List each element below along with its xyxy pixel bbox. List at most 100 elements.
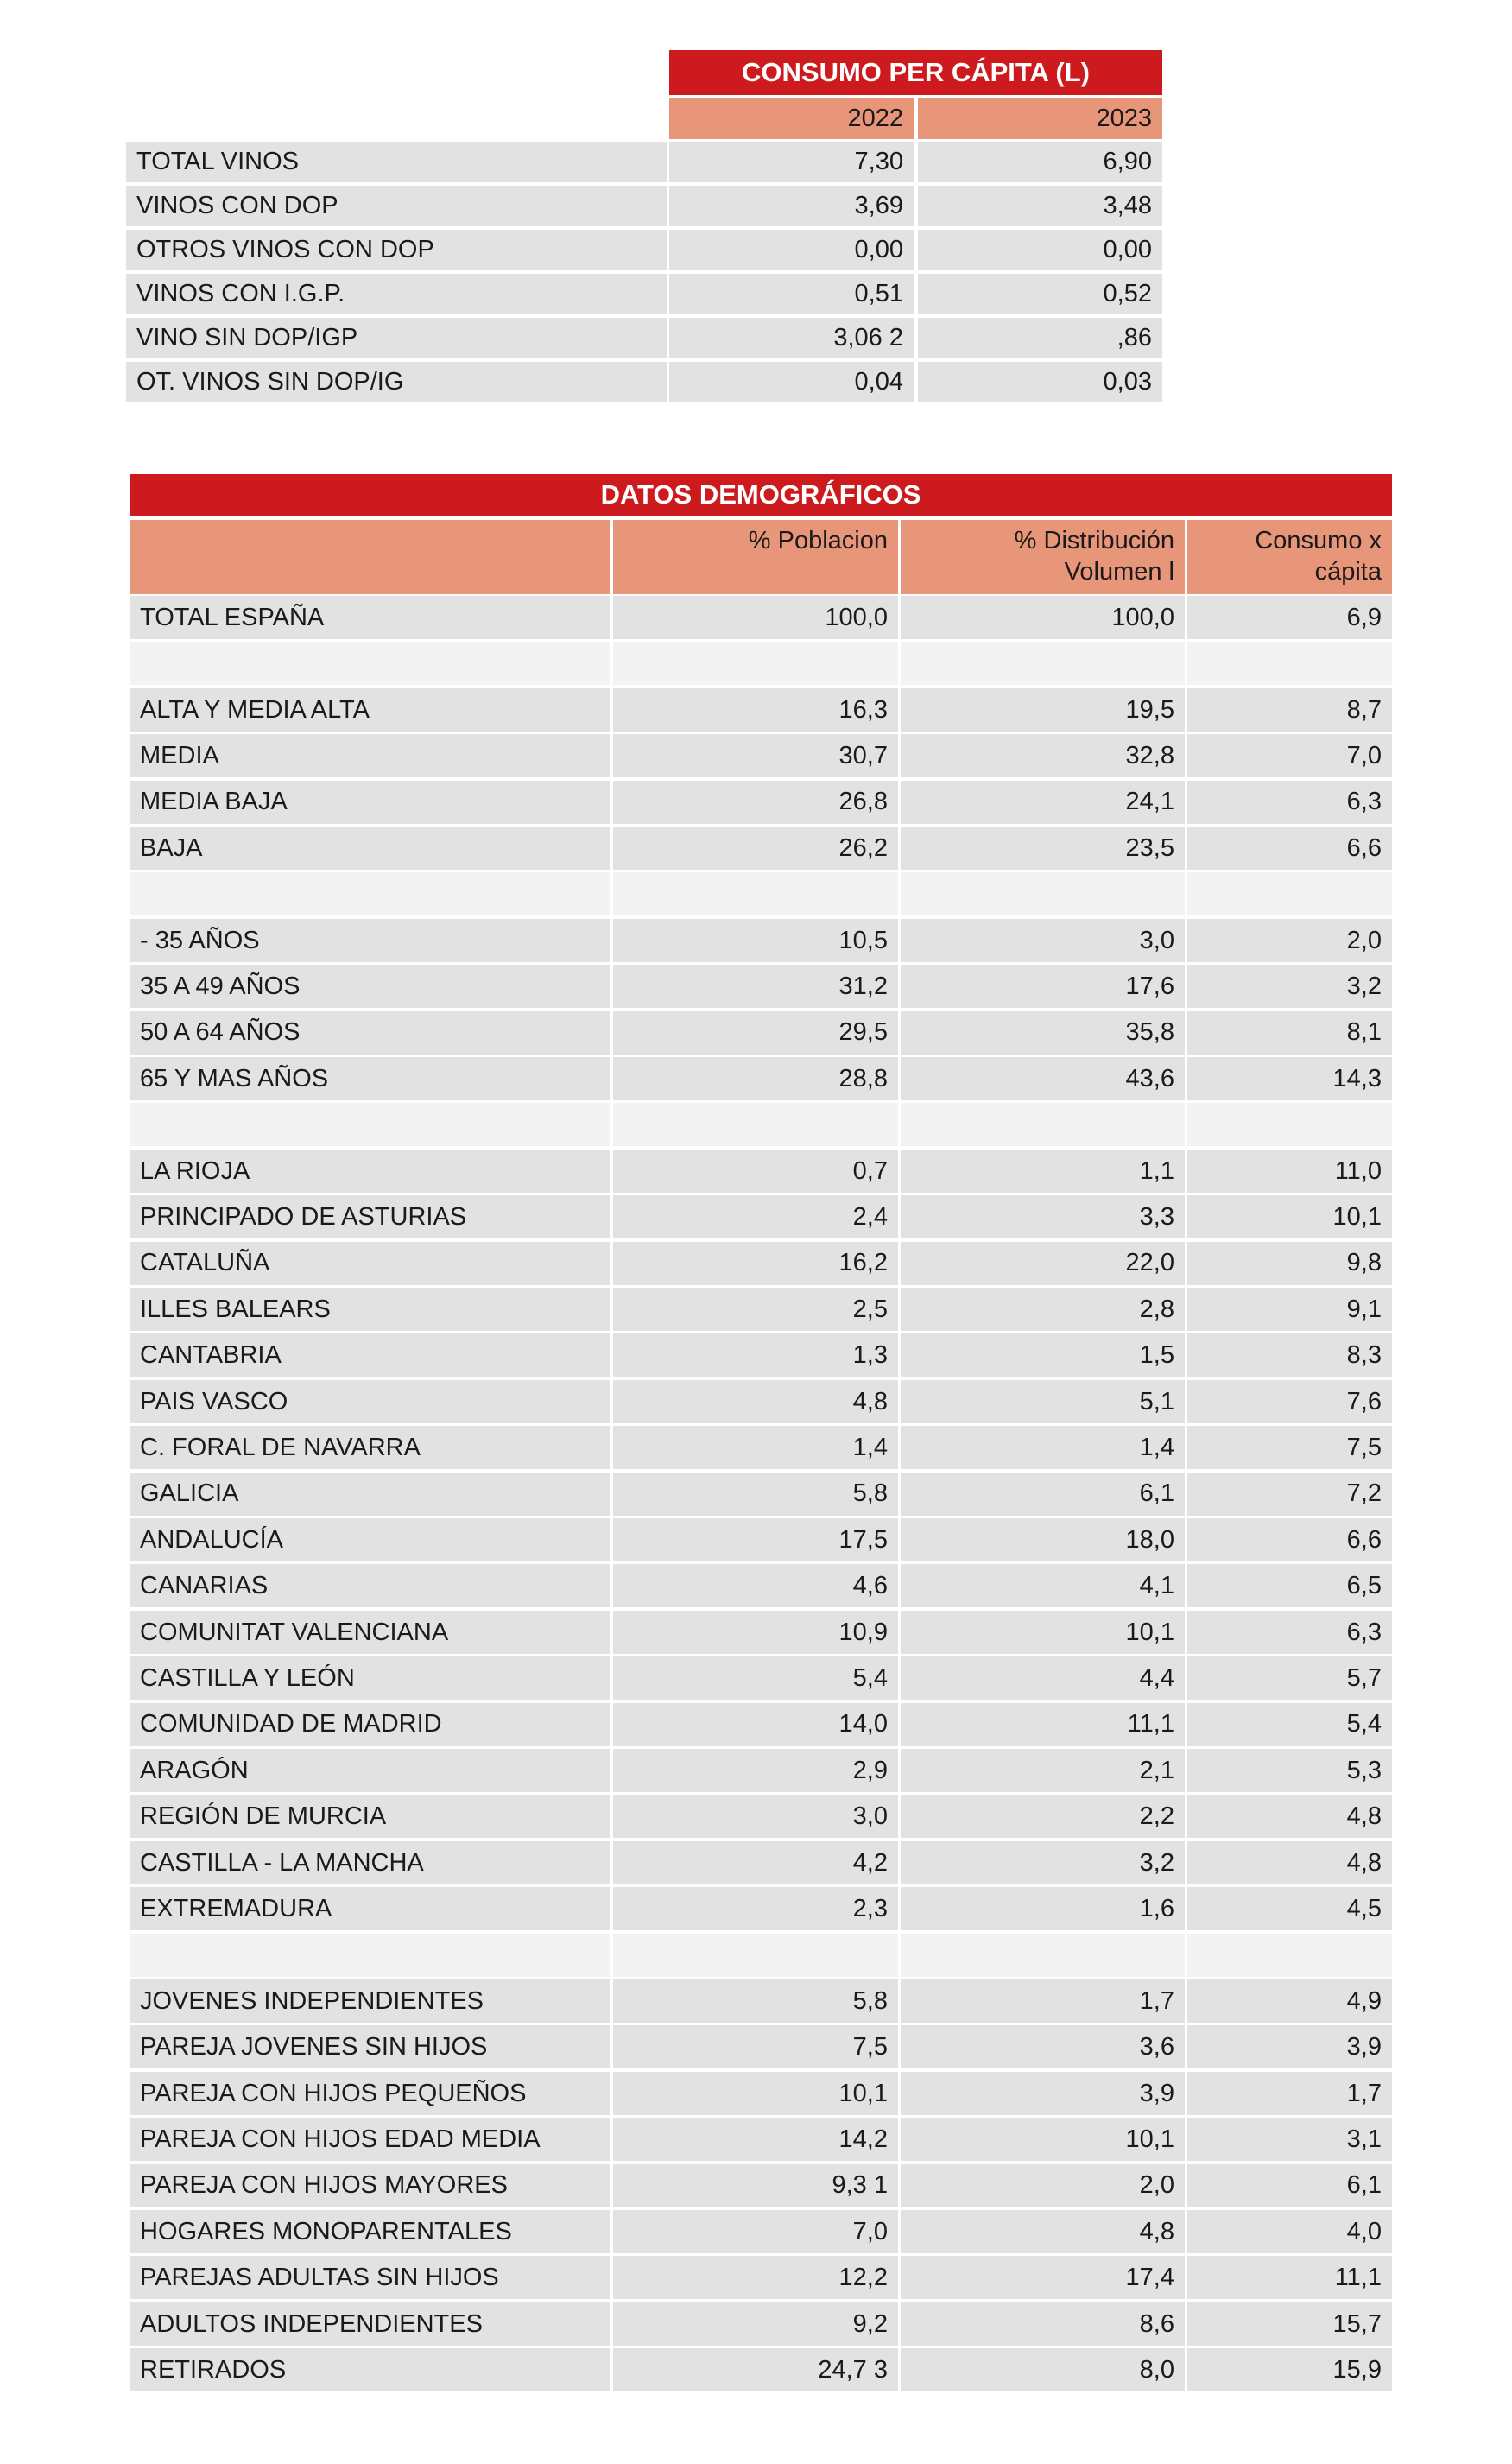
cell-value: 2,0 <box>1187 918 1392 962</box>
row-label: ILLES BALEARS <box>130 1288 610 1331</box>
row-label: REGIÓN DE MURCIA <box>130 1795 610 1839</box>
row-label: MEDIA BAJA <box>130 780 610 824</box>
cell-value: 17,6 <box>901 965 1185 1009</box>
cell-value: 16,2 <box>613 1241 898 1285</box>
cell-value: 5,3 <box>1187 1749 1392 1792</box>
cell-value: 8,6 <box>901 2302 1185 2346</box>
row-label: CANARIAS <box>130 1564 610 1608</box>
row-label: TOTAL VINOS <box>126 142 667 182</box>
cell-value: 3,3 <box>901 1195 1185 1239</box>
cell-value: ,86 <box>918 318 1162 358</box>
column-header: 2023 <box>918 98 1162 139</box>
spacer-row <box>130 642 610 686</box>
row-label: PRINCIPADO DE ASTURIAS <box>130 1195 610 1239</box>
cell-value: 10,1 <box>1187 1195 1392 1239</box>
cell-value: 29,5 <box>613 1010 898 1055</box>
cell-value: 24,1 <box>901 780 1185 824</box>
cell-value: 18,0 <box>901 1518 1185 1561</box>
cell-value: 6,5 <box>1187 1564 1392 1608</box>
cell-value: 7,5 <box>613 2025 898 2069</box>
cell-value: 24,7 3 <box>613 2348 898 2392</box>
spacer-row <box>130 872 610 916</box>
cell-value: 17,5 <box>613 1518 898 1561</box>
row-label: 35 A 49 AÑOS <box>130 965 610 1009</box>
row-label: CASTILLA - LA MANCHA <box>130 1840 610 1884</box>
cell-value: 3,2 <box>901 1840 1185 1884</box>
row-label: CANTABRIA <box>130 1333 610 1378</box>
cell-value: 4,9 <box>1187 1979 1392 2023</box>
cell-value: 9,2 <box>613 2302 898 2346</box>
cell-value: 4,6 <box>613 1564 898 1608</box>
cell-value: 4,8 <box>901 2210 1185 2253</box>
cell-value: 4,0 <box>1187 2210 1392 2253</box>
row-label: OT. VINOS SIN DOP/IG <box>126 362 667 402</box>
row-label: - 35 AÑOS <box>130 918 610 962</box>
cell-value: 35,8 <box>901 1010 1185 1055</box>
cell-value: 1,3 <box>613 1333 898 1378</box>
row-label: BAJA <box>130 827 610 870</box>
cell-value: 4,4 <box>901 1656 1185 1701</box>
cell-value: 100,0 <box>613 596 898 639</box>
cell-value: 2,2 <box>901 1795 1185 1839</box>
cell-value: 15,9 <box>1187 2348 1392 2392</box>
cell-value: 6,6 <box>1187 827 1392 870</box>
spacer-row <box>901 872 1185 916</box>
row-label: CASTILLA Y LEÓN <box>130 1656 610 1701</box>
cell-value: 0,00 <box>669 230 914 270</box>
cell-value: 0,52 <box>918 274 1162 314</box>
table-title: DATOS DEMOGRÁFICOS <box>130 474 1392 516</box>
cell-value: 1,7 <box>901 1979 1185 2023</box>
cell-value: 3,06 2 <box>669 318 914 358</box>
cell-value: 7,2 <box>1187 1472 1392 1516</box>
cell-value: 43,6 <box>901 1057 1185 1100</box>
cell-value: 3,48 <box>918 186 1162 226</box>
cell-value: 12,2 <box>613 2256 898 2300</box>
cell-value: 16,3 <box>613 687 898 732</box>
row-label: ALTA Y MEDIA ALTA <box>130 687 610 732</box>
cell-value: 1,5 <box>901 1333 1185 1378</box>
cell-value: 3,9 <box>901 2071 1185 2115</box>
cell-value: 100,0 <box>901 596 1185 639</box>
row-label: HOGARES MONOPARENTALES <box>130 2210 610 2253</box>
cell-value: 3,1 <box>1187 2118 1392 2162</box>
cell-value: 0,04 <box>669 362 914 402</box>
row-label: 65 Y MAS AÑOS <box>130 1057 610 1100</box>
row-label: PAREJAS ADULTAS SIN HIJOS <box>130 2256 610 2300</box>
row-label: VINOS CON I.G.P. <box>126 274 667 314</box>
cell-value: 2,8 <box>901 1288 1185 1331</box>
cell-value: 30,7 <box>613 734 898 778</box>
row-label: C. FORAL DE NAVARRA <box>130 1426 610 1470</box>
cell-value: 8,7 <box>1187 687 1392 732</box>
cell-value: 8,3 <box>1187 1333 1392 1378</box>
spacer-row <box>613 1103 898 1147</box>
cell-value: 31,2 <box>613 965 898 1009</box>
cell-value: 26,2 <box>613 827 898 870</box>
spacer-row <box>613 872 898 916</box>
cell-value: 1,6 <box>901 1887 1185 1931</box>
cell-value: 7,6 <box>1187 1379 1392 1423</box>
cell-value: 4,8 <box>613 1379 898 1423</box>
cell-value: 3,9 <box>1187 2025 1392 2069</box>
row-label: ANDALUCÍA <box>130 1518 610 1561</box>
cell-value: 5,8 <box>613 1472 898 1516</box>
cell-value: 14,0 <box>613 1702 898 1746</box>
spacer-row <box>613 642 898 686</box>
cell-value: 19,5 <box>901 687 1185 732</box>
row-label: MEDIA <box>130 734 610 778</box>
cell-value: 11,1 <box>901 1702 1185 1746</box>
row-label: PAREJA JOVENES SIN HIJOS <box>130 2025 610 2069</box>
row-label: PAIS VASCO <box>130 1379 610 1423</box>
row-label: PAREJA CON HIJOS MAYORES <box>130 2163 610 2207</box>
column-header: Consumo x cápita <box>1187 520 1392 594</box>
cell-value: 9,1 <box>1187 1288 1392 1331</box>
spacer-row <box>1187 642 1392 686</box>
header-blank <box>126 98 667 139</box>
cell-value: 7,0 <box>613 2210 898 2253</box>
cell-value: 0,00 <box>918 230 1162 270</box>
cell-value: 22,0 <box>901 1241 1185 1285</box>
header-blank <box>130 520 610 594</box>
cell-value: 1,1 <box>901 1149 1185 1193</box>
cell-value: 2,4 <box>613 1195 898 1239</box>
cell-value: 8,1 <box>1187 1010 1392 1055</box>
cell-value: 7,0 <box>1187 734 1392 778</box>
